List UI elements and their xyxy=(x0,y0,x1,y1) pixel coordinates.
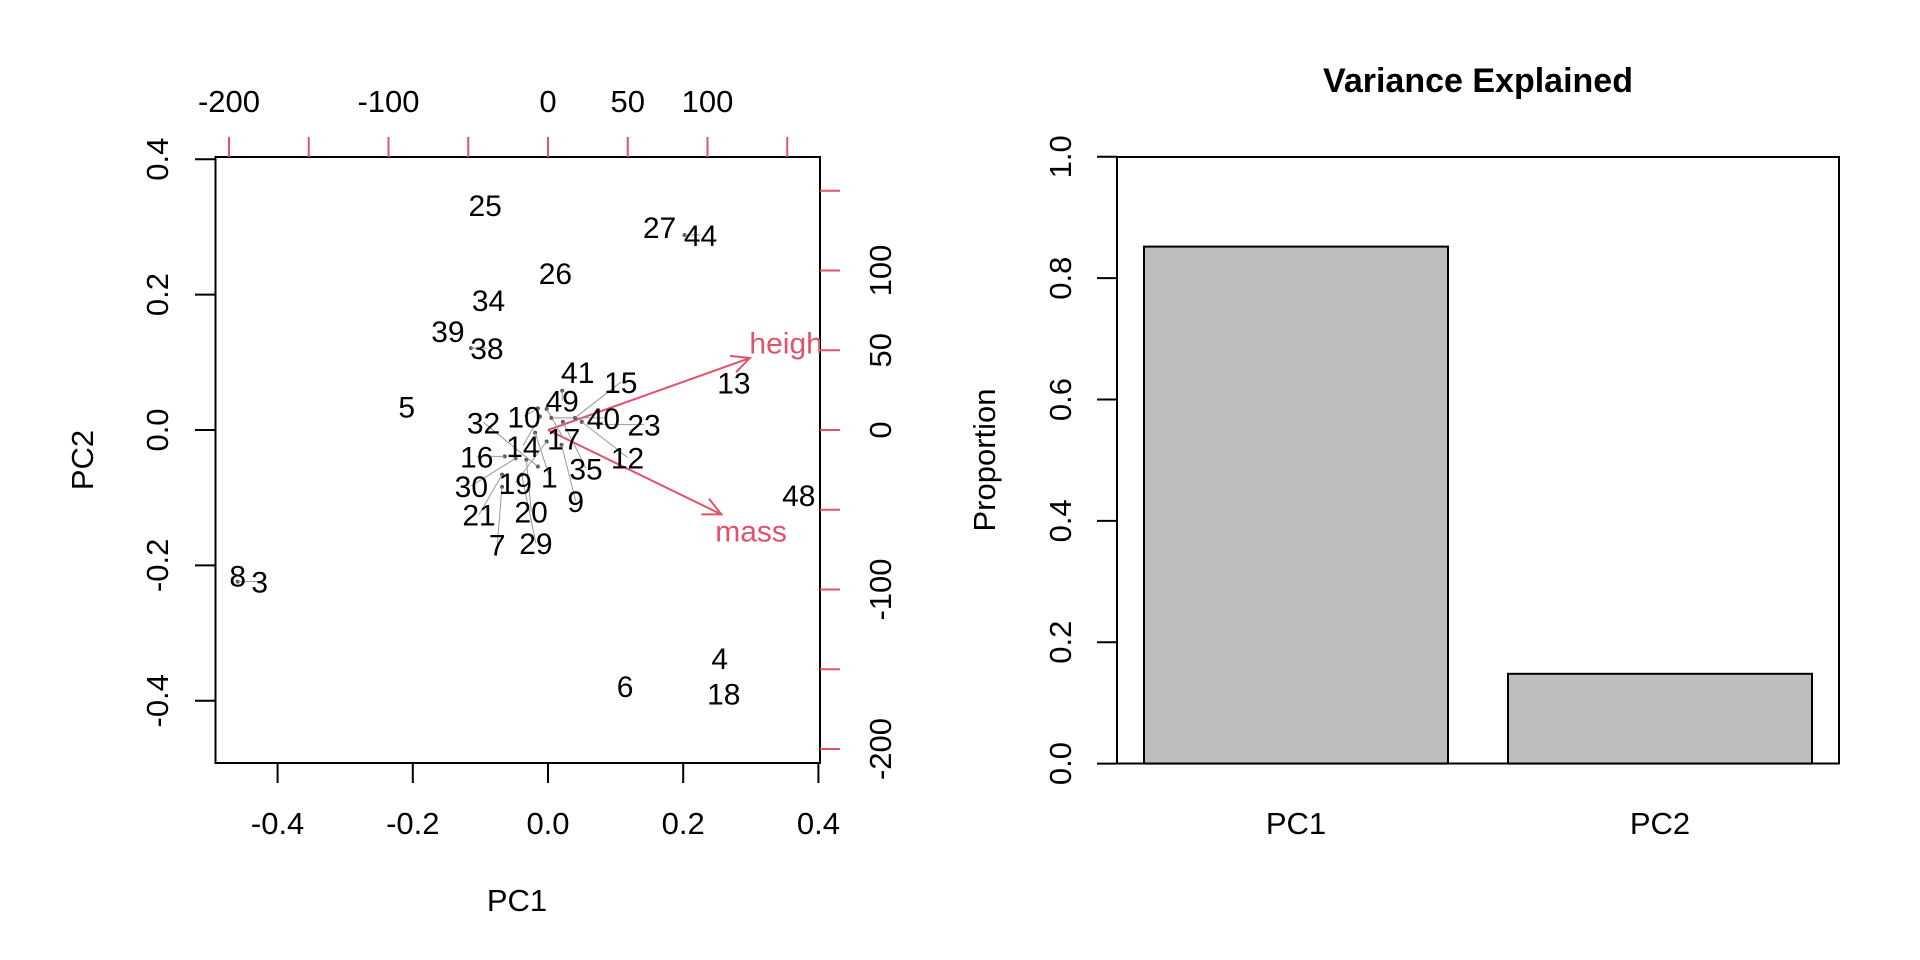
bar-PC1 xyxy=(1143,245,1449,765)
y-tick-label: 0.0 xyxy=(140,408,175,451)
x-tick-label: -0.2 xyxy=(386,806,439,841)
label-leader-line xyxy=(521,474,537,544)
x-tick-label: 0.4 xyxy=(797,806,840,841)
point-label-23: 23 xyxy=(627,410,660,443)
point-label-7: 7 xyxy=(489,530,506,563)
point-label-35: 35 xyxy=(569,453,602,486)
point-label-6: 6 xyxy=(617,671,634,704)
y-tick-label: -0.4 xyxy=(140,674,175,727)
biplot-label-leaders xyxy=(235,233,701,584)
point-label-20: 20 xyxy=(514,497,547,530)
x-tick-label: 0.0 xyxy=(526,806,569,841)
bar-frame xyxy=(1116,156,1840,765)
point-label-44: 44 xyxy=(684,220,717,253)
label-leader-line xyxy=(496,486,503,545)
biplot-frame xyxy=(214,156,821,764)
y-tick-label: -0.2 xyxy=(140,539,175,592)
right-tick-label: 50 xyxy=(863,333,898,367)
point-label-25: 25 xyxy=(468,190,501,223)
top-tick-label: -100 xyxy=(357,84,419,119)
x-tick-label: 0.2 xyxy=(662,806,705,841)
label-leader-line xyxy=(534,432,550,477)
x-tick-label: -0.4 xyxy=(251,806,304,841)
bar-y-tick-label: 0.6 xyxy=(1043,378,1078,421)
top-tick-label: 0 xyxy=(539,84,556,119)
bar-y-tick-label: 0.2 xyxy=(1043,621,1078,664)
bar-category-label: PC2 xyxy=(1630,806,1690,841)
point-label-41: 41 xyxy=(561,357,594,390)
right-tick-label: -200 xyxy=(863,718,898,780)
point-label-49: 49 xyxy=(546,386,579,419)
top-tick-label: 50 xyxy=(611,84,645,119)
label-leader-line xyxy=(546,408,565,439)
bar-y-tick-label: 0.8 xyxy=(1043,257,1078,300)
point-label-10: 10 xyxy=(507,401,540,434)
point-label-26: 26 xyxy=(539,258,572,291)
point-label-8: 8 xyxy=(229,561,246,594)
point-label-34: 34 xyxy=(472,285,505,318)
biplot-axes: -0.4 -0.2 0.0 0.2 0.4 -0.4 -0.2 0.0 0.2 0.4 -200 -1… xyxy=(140,84,898,841)
point-label-14: 14 xyxy=(506,431,539,464)
point-label-27: 27 xyxy=(643,212,676,245)
point-label-38: 38 xyxy=(470,333,503,366)
y-axis-label: PC2 xyxy=(65,430,100,490)
label-leader-line xyxy=(561,444,577,502)
biplot-panel: -0.4 -0.2 0.0 0.2 0.4 -0.4 -0.2 0.0 0.2 0.4 -200 -1… xyxy=(65,84,898,918)
point-label-39: 39 xyxy=(431,316,464,349)
right-tick-label: 0 xyxy=(863,421,898,438)
point-label-17: 17 xyxy=(547,423,580,456)
arrowhead-icon xyxy=(701,498,724,516)
point-label-16: 16 xyxy=(460,441,493,474)
biplot-loadings: height mass xyxy=(547,328,831,548)
bar-y-tick-label: 1.0 xyxy=(1043,135,1078,178)
bar-y-axis-label: Proportion xyxy=(967,388,1002,531)
point-label-19: 19 xyxy=(499,468,532,501)
bar-y-axis: 0.0 0.2 0.4 0.6 0.8 1.0 xyxy=(1043,135,1117,785)
label-leader-line xyxy=(581,421,628,458)
point-label-32: 32 xyxy=(467,407,500,440)
top-tick-label: -200 xyxy=(198,84,260,119)
loading-label-height: height xyxy=(749,328,831,361)
label-leader-line xyxy=(562,421,587,469)
loading-arrow-mass xyxy=(547,429,722,516)
y-tick-label: 0.4 xyxy=(140,138,175,181)
label-leader-line xyxy=(574,381,622,419)
right-tick-label: -100 xyxy=(863,558,898,620)
arrowhead-icon xyxy=(729,354,753,374)
point-label-3: 3 xyxy=(251,567,268,600)
x-axis-label: PC1 xyxy=(487,883,547,918)
label-leader-line xyxy=(525,459,532,512)
y-tick-label: 0.2 xyxy=(140,273,175,316)
label-leader-line xyxy=(523,407,539,417)
bar-chart-title: Variance Explained xyxy=(1323,62,1633,100)
point-label-30: 30 xyxy=(455,471,488,504)
point-label-5: 5 xyxy=(398,391,415,424)
label-leader-line xyxy=(483,421,539,467)
point-label-13: 13 xyxy=(717,368,750,401)
loading-label-mass: mass xyxy=(715,515,787,548)
point-label-4: 4 xyxy=(711,643,728,676)
bar-PC2 xyxy=(1507,672,1813,765)
point-label-40: 40 xyxy=(587,403,620,436)
point-label-48: 48 xyxy=(782,480,815,513)
point-label-18: 18 xyxy=(707,678,740,711)
point-label-9: 9 xyxy=(567,486,584,519)
bar-panel: Variance Explained PC1 PC2 0.00.20.40.60.… xyxy=(967,62,1840,841)
label-leader-line xyxy=(471,458,516,487)
top-tick-label: 100 xyxy=(682,84,734,119)
bars: PC1 PC2 xyxy=(1143,245,1813,841)
point-label-12: 12 xyxy=(611,443,644,476)
bar-category-label: PC1 xyxy=(1266,806,1326,841)
point-label-29: 29 xyxy=(519,528,552,561)
right-tick-label: 100 xyxy=(863,245,898,297)
label-leader-line xyxy=(522,416,541,447)
bar-y-tick-label: 0.4 xyxy=(1043,499,1078,542)
point-label-15: 15 xyxy=(604,367,637,400)
point-label-1: 1 xyxy=(541,461,558,494)
label-leader-line xyxy=(478,474,503,515)
point-label-21: 21 xyxy=(462,500,495,533)
bar-y-tick-label: 0.0 xyxy=(1043,742,1078,785)
